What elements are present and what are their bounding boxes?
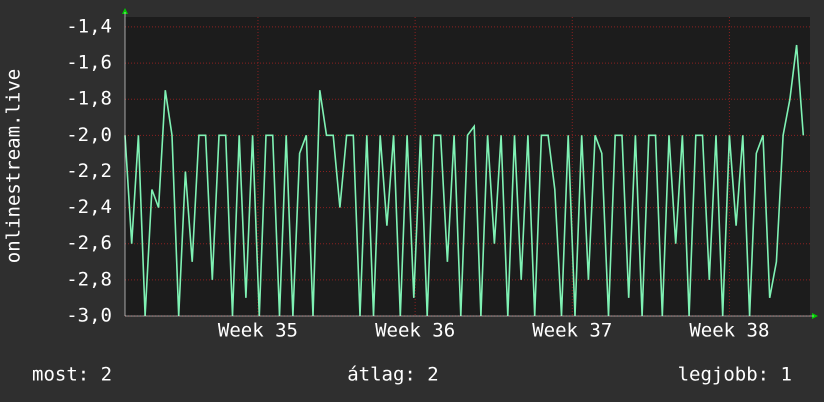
y-axis-label: onlinestream.live: [3, 69, 25, 263]
stat-label: most: 2: [32, 364, 112, 386]
y-tick-label: -2,8: [66, 268, 112, 290]
y-tick-label: -2,0: [66, 124, 112, 146]
x-tick-label: Week 35: [218, 320, 298, 342]
y-tick-label: -2,6: [66, 232, 112, 254]
y-tick-label: -2,4: [66, 196, 112, 218]
stat-label: legjobb: 1: [678, 364, 792, 386]
x-tick-label: Week 36: [375, 320, 455, 342]
x-tick-label: Week 38: [689, 320, 769, 342]
x-axis-arrow: [812, 313, 818, 319]
x-tick-label: Week 37: [532, 320, 612, 342]
y-axis-arrow: [122, 8, 128, 14]
y-tick-label: -1,4: [66, 15, 112, 37]
plot-area: [125, 17, 810, 316]
y-tick-label: -3,0: [66, 305, 112, 327]
y-tick-label: -2,2: [66, 160, 112, 182]
stat-label: átlag: 2: [347, 364, 439, 386]
data-line: [124, 44, 805, 317]
y-tick-label: -1,6: [66, 52, 112, 74]
y-tick-label: -1,8: [66, 88, 112, 110]
